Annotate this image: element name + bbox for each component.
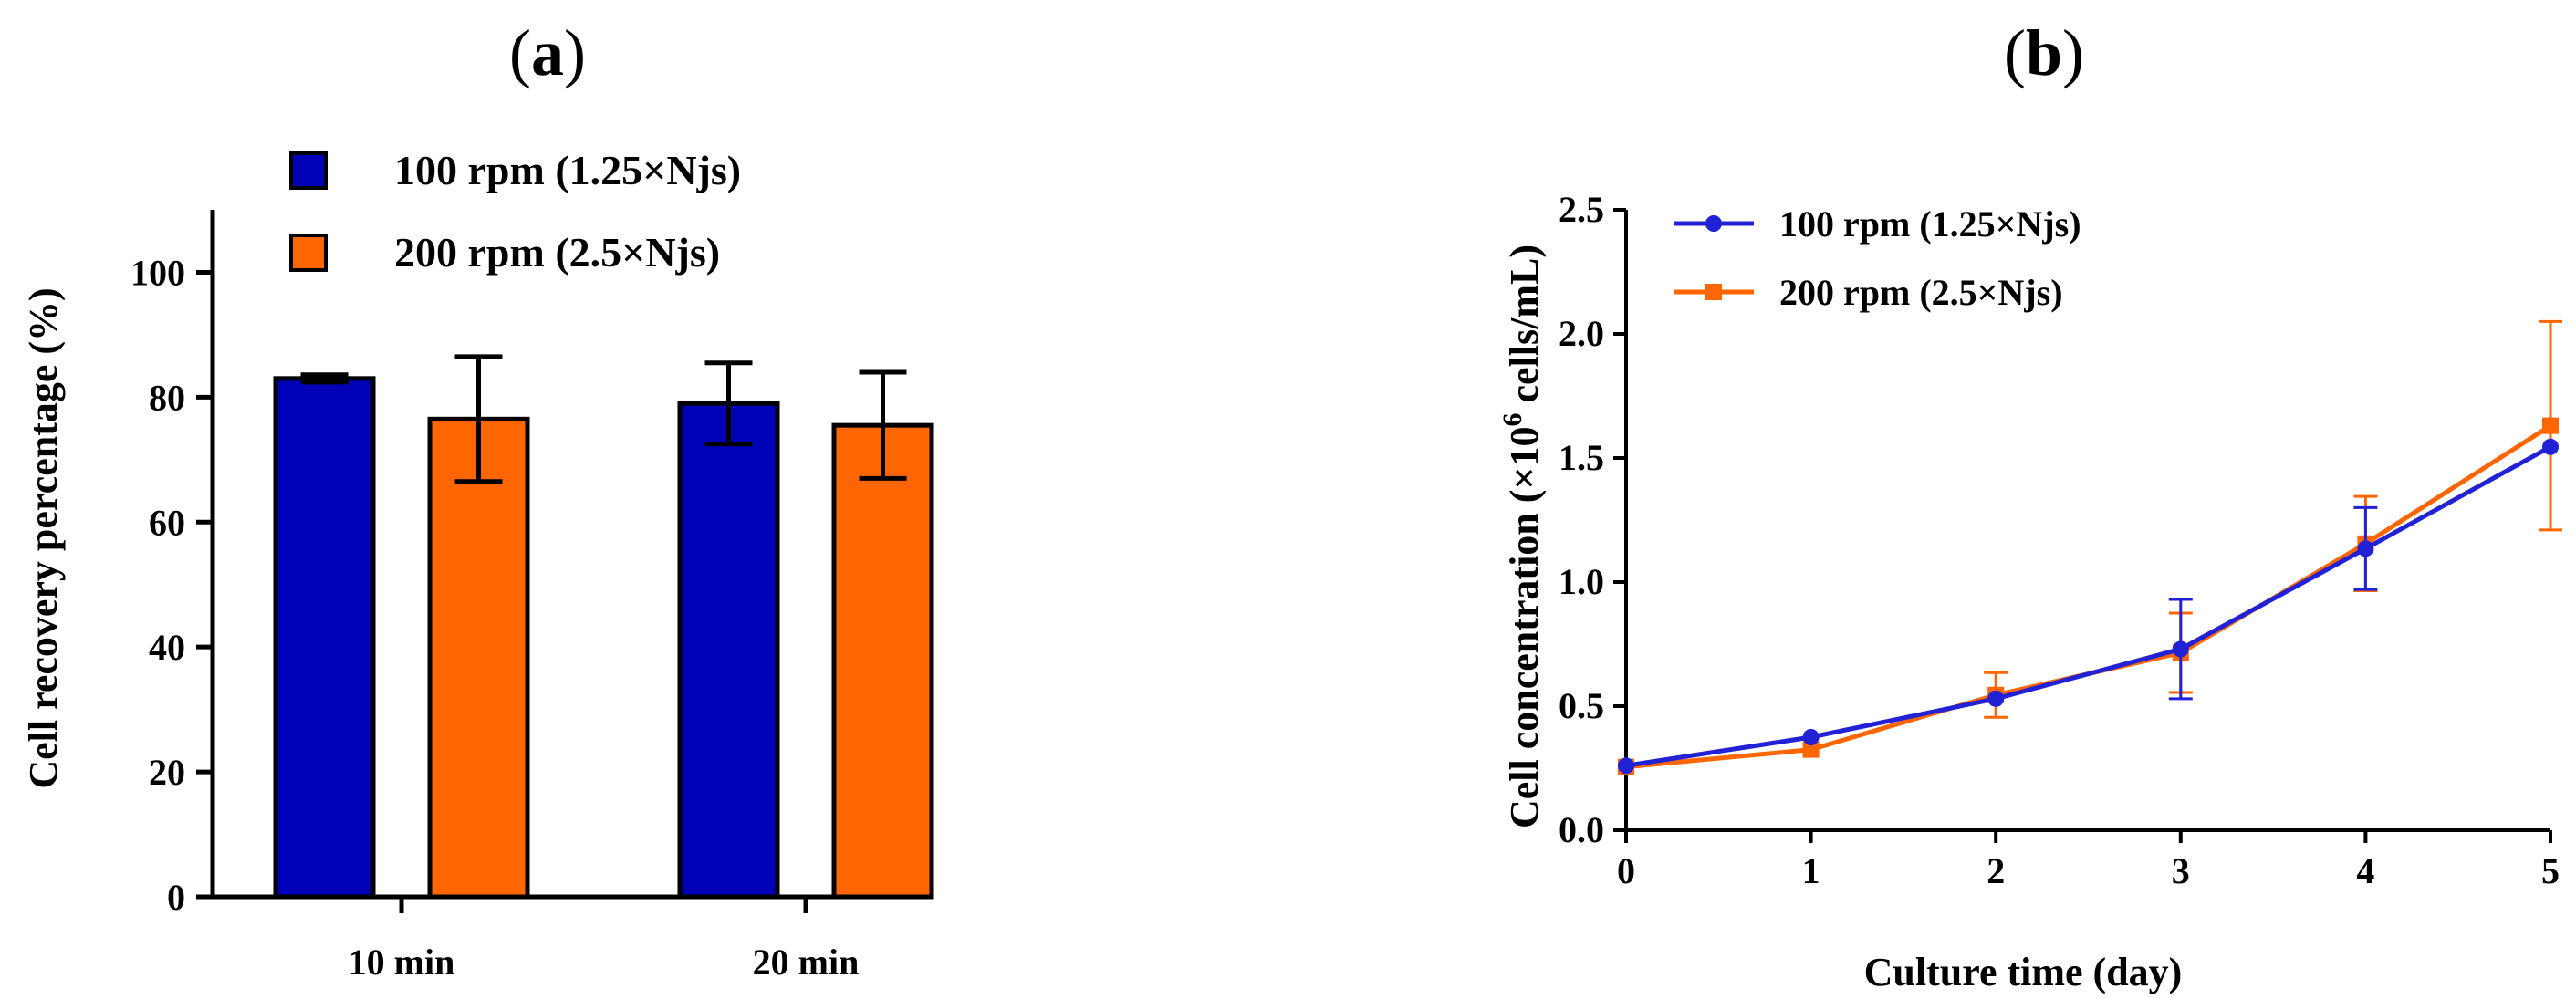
y-tick-label: 80 <box>149 377 185 418</box>
bar <box>273 376 376 900</box>
y-tick-label: 60 <box>149 502 185 543</box>
bar <box>427 416 530 900</box>
x-axis-ticks: 0 1 2 3 4 5 <box>1617 830 2560 891</box>
data-point <box>1802 729 1820 745</box>
bar <box>831 422 934 900</box>
bar <box>677 401 780 900</box>
legend-swatch <box>289 151 328 190</box>
x-axis-ticks: 10 min 20 min <box>349 897 860 983</box>
data-point <box>2357 540 2374 557</box>
x-tick-label: 0 <box>1617 850 1635 891</box>
panel-b-letter: (b) <box>2004 16 2084 89</box>
y-axis-ticks: 0.0 0.5 1.0 1.5 2.0 2.5 <box>1559 189 1626 850</box>
y-tick-label: 40 <box>149 627 185 668</box>
x-tick-label: 3 <box>2172 850 2190 891</box>
data-point <box>2542 438 2559 455</box>
legend-swatch <box>289 234 328 272</box>
y-tick-label: 20 <box>149 752 185 793</box>
bar-chart-recovery: 0 20 40 60 80 100 10 min 20 min 100 rpm (1.25×… <box>21 147 934 983</box>
legend: 100 rpm (1.25×Njs) 200 rpm (2.5×Njs) <box>1674 203 2081 313</box>
y-axis-ticks: 0 20 40 60 80 100 <box>130 252 213 918</box>
y-tick-label: 0 <box>167 877 185 918</box>
x-tick-label: 5 <box>2541 850 2560 891</box>
y-tick-label: 0.0 <box>1559 809 1604 850</box>
series-line <box>1625 423 2552 770</box>
legend-label: 100 rpm (1.25×Njs) <box>394 147 741 193</box>
legend-marker <box>1705 215 1722 232</box>
legend-label: 100 rpm (1.25×Njs) <box>1779 203 2081 245</box>
x-axis-title: Culture time (day) <box>1864 950 2183 994</box>
legend-label: 200 rpm (2.5×Njs) <box>394 229 720 276</box>
y-axis-title: Cell concentration (×106 cells/mL) <box>1497 245 1547 828</box>
y-axis-title: Cell recovery percentage (%) <box>21 287 66 788</box>
data-point <box>1618 757 1634 775</box>
legend: 100 rpm (1.25×Njs) 200 rpm (2.5×Njs) <box>289 147 741 276</box>
x-tick-label: 1 <box>1802 850 1820 891</box>
y-tick-label: 2.0 <box>1559 313 1604 354</box>
data-point <box>2172 640 2189 658</box>
y-tick-label: 2.5 <box>1559 189 1604 230</box>
x-tick-label: 2 <box>1987 850 2005 891</box>
data-point <box>1802 741 1820 758</box>
y-tick-label: 0.5 <box>1559 685 1604 726</box>
bars <box>273 354 934 900</box>
legend-label: 200 rpm (2.5×Njs) <box>1779 272 2063 313</box>
y-tick-label: 1.0 <box>1559 561 1604 602</box>
data-point <box>1987 690 2005 707</box>
line-chart-concentration: 0.0 0.5 1.0 1.5 2.0 2.5 0 1 2 3 4 5 100 rpm (1.25×… <box>1497 189 2562 994</box>
y-tick-label: 100 <box>130 252 185 293</box>
legend-marker <box>1705 284 1722 300</box>
series <box>1618 319 2562 775</box>
x-tick-label: 20 min <box>753 942 860 983</box>
y-tick-label: 1.5 <box>1559 437 1604 478</box>
x-tick-label: 10 min <box>349 942 455 983</box>
panel-a-letter: (a) <box>509 16 586 89</box>
series-line <box>1625 444 2552 768</box>
data-point <box>2542 417 2559 434</box>
x-tick-label: 4 <box>2356 850 2374 891</box>
